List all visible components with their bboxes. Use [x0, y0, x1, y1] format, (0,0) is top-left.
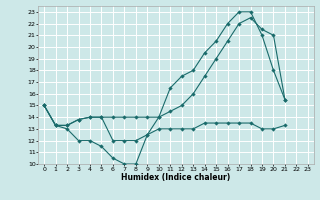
X-axis label: Humidex (Indice chaleur): Humidex (Indice chaleur)	[121, 173, 231, 182]
